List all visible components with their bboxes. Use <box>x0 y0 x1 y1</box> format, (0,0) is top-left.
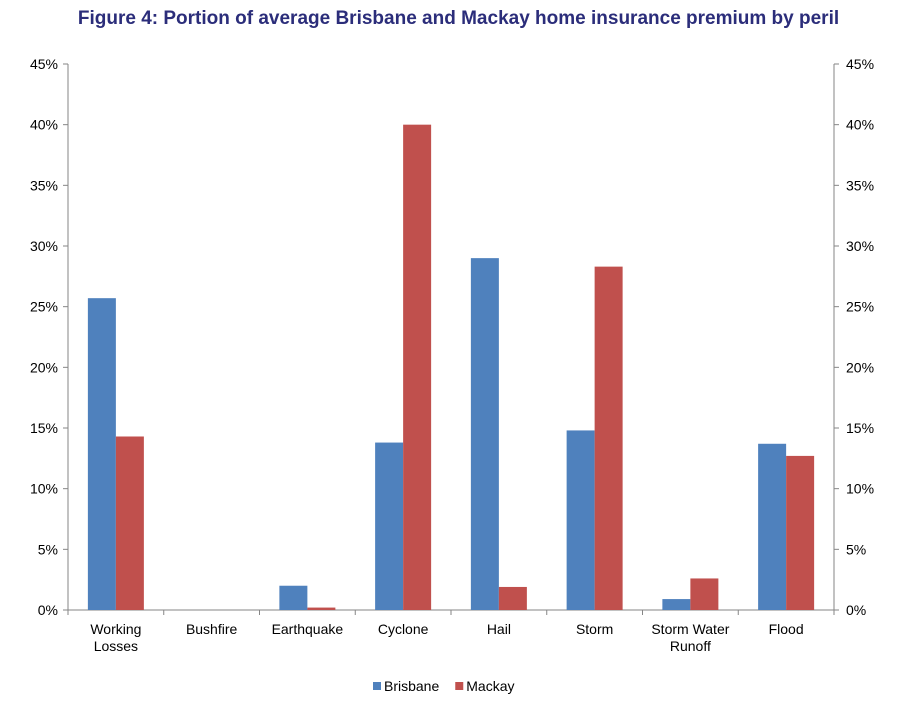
bar-brisbane-flood <box>758 443 787 610</box>
left-y-tick-label: 45% <box>30 56 58 72</box>
right-y-tick-label: 35% <box>846 177 874 193</box>
x-category-label: Runoff <box>670 638 711 654</box>
bar-mackay-working-losses <box>115 436 144 610</box>
left-y-tick-label: 35% <box>30 177 58 193</box>
right-y-tick-label: 25% <box>846 299 874 315</box>
left-y-tick-label: 30% <box>30 238 58 254</box>
bar-brisbane-hail <box>470 258 499 610</box>
left-y-tick-label: 40% <box>30 117 58 133</box>
left-y-tick-label: 0% <box>38 602 58 618</box>
right-y-tick-label: 30% <box>846 238 874 254</box>
left-y-tick-label: 10% <box>30 481 58 497</box>
axes <box>63 63 839 615</box>
bar-brisbane-storm-water-runoff <box>662 599 691 610</box>
bar-mackay-flood <box>786 455 815 610</box>
right-y-tick-label: 20% <box>846 359 874 375</box>
x-category-label: Losses <box>94 638 138 654</box>
left-y-tick-label: 15% <box>30 420 58 436</box>
legend: Brisbane Mackay <box>373 678 515 694</box>
x-category-label: Bushfire <box>186 621 238 637</box>
bar-mackay-cyclone <box>403 124 432 611</box>
left-y-tick-label: 25% <box>30 299 58 315</box>
legend-swatch-mackay <box>455 682 464 690</box>
chart-title: Figure 4: Portion of average Brisbane an… <box>77 8 840 29</box>
legend-label-mackay: Mackay <box>466 678 514 694</box>
legend-label-brisbane: Brisbane <box>384 678 439 694</box>
bar-mackay-storm <box>594 266 623 610</box>
bar-mackay-earthquake <box>307 607 336 610</box>
bar-mackay-storm-water-runoff <box>690 578 719 610</box>
right-y-tick-label: 10% <box>846 481 874 497</box>
right-y-tick-label: 5% <box>846 541 866 557</box>
x-category-label: Storm Water <box>651 621 729 637</box>
bars <box>87 124 815 611</box>
x-category-label: Working <box>90 621 141 637</box>
bar-brisbane-working-losses <box>87 298 116 610</box>
bar-brisbane-cyclone <box>375 442 404 610</box>
legend-swatch-brisbane <box>373 682 381 690</box>
labels: 0% 0% 5% 5% 10% 10% 15% 15% 20% 20% 25% 25% 30% 30% 35… <box>30 56 874 654</box>
right-y-tick-label: 15% <box>846 420 874 436</box>
right-y-tick-label: 0% <box>846 602 866 618</box>
x-category-label: Flood <box>769 621 804 637</box>
bar-brisbane-earthquake <box>279 585 308 610</box>
bar-mackay-hail <box>498 586 527 610</box>
right-y-tick-label: 40% <box>846 117 874 133</box>
x-category-label: Storm <box>576 621 613 637</box>
left-y-tick-label: 5% <box>38 541 58 557</box>
x-category-label: Hail <box>487 621 511 637</box>
right-y-tick-label: 45% <box>846 56 874 72</box>
x-category-label: Cyclone <box>378 621 429 637</box>
bar-brisbane-storm <box>566 430 595 610</box>
left-y-tick-label: 20% <box>30 359 58 375</box>
x-category-label: Earthquake <box>272 621 344 637</box>
